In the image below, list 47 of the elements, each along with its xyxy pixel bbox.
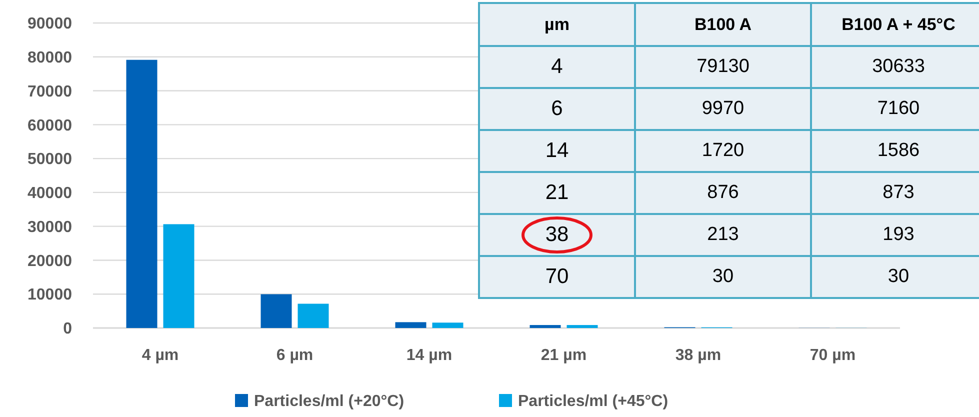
y-tick-label: 0 (63, 320, 72, 338)
annotation: 30 (888, 266, 910, 287)
bar (298, 304, 329, 328)
y-tick-label: 60000 (28, 117, 72, 134)
x-tick-label: 6 µm (276, 347, 314, 364)
annotation: B100 A (694, 14, 752, 34)
annotation: 1586 (877, 140, 920, 161)
annotation: 21 (545, 181, 569, 204)
annotation: 38 (545, 223, 569, 246)
annotation: 6 (551, 97, 563, 120)
y-tick-label: 10000 (28, 286, 72, 304)
x-tick-label: 38 µm (675, 347, 722, 364)
x-tick-label: 14 µm (406, 347, 452, 364)
y-tick-label: 40000 (28, 185, 72, 202)
annotation: B100 A + 45°C (842, 14, 956, 34)
y-tick-label: 50000 (28, 151, 72, 168)
annotation: 876 (707, 182, 739, 203)
annotation: 213 (707, 224, 739, 245)
y-tick-label: 80000 (28, 49, 72, 66)
bar (260, 294, 292, 328)
x-tick-label: 21 µm (540, 347, 587, 364)
annotation: 14 (545, 139, 569, 162)
bar (432, 322, 464, 328)
annotation: 4 (551, 55, 563, 78)
annotation: 30 (712, 266, 734, 287)
annotation: 79130 (696, 56, 750, 77)
annotation: 193 (882, 224, 914, 245)
bar (566, 325, 598, 328)
bar (126, 60, 158, 328)
y-tick-label: 90000 (28, 16, 72, 33)
legend-label: Particles/ml (+45°C) (518, 393, 668, 410)
annotation: 7160 (877, 98, 920, 119)
y-tick-label: 70000 (28, 83, 72, 100)
y-tick-label: 20000 (28, 252, 72, 270)
bar (395, 322, 426, 328)
annotation: 9970 (702, 98, 744, 119)
x-tick-label: 70 µm (810, 347, 856, 364)
annotation: 873 (882, 182, 914, 203)
bar (530, 325, 561, 328)
y-tick-label: 30000 (28, 218, 72, 236)
x-tick-label: 4 µm (142, 347, 179, 364)
annotation: 70 (545, 265, 569, 288)
annotation: µm (544, 14, 570, 34)
bar (163, 224, 194, 328)
annotation: 1720 (702, 140, 744, 161)
legend-label: Particles/ml (+20°C) (254, 393, 404, 410)
annotation: 30633 (872, 56, 925, 77)
